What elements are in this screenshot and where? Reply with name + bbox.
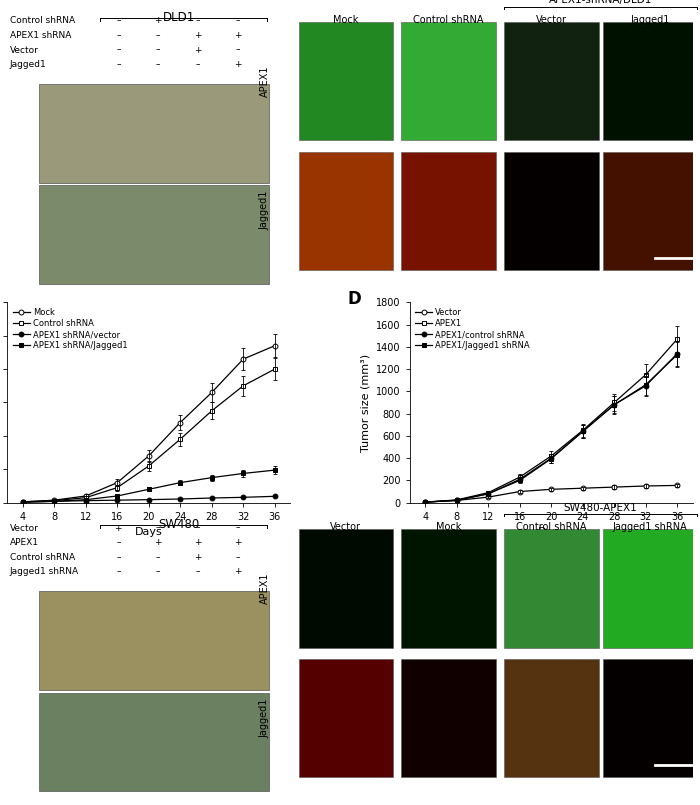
Text: DLD1: DLD1 — [163, 10, 195, 24]
Text: –: – — [156, 31, 160, 40]
Bar — [603, 22, 697, 140]
Bar — [401, 151, 496, 270]
Text: +: + — [194, 553, 202, 562]
Text: –: – — [116, 16, 120, 25]
Bar — [299, 659, 393, 778]
Y-axis label: Tumor size (mm³): Tumor size (mm³) — [360, 353, 370, 452]
Text: Vector: Vector — [536, 15, 567, 25]
Text: Jagged1: Jagged1 — [260, 191, 270, 230]
Text: +: + — [234, 539, 241, 547]
Text: –: – — [235, 523, 240, 533]
Text: +: + — [154, 16, 162, 25]
Text: D: D — [347, 291, 361, 308]
Text: –: – — [156, 553, 160, 562]
Bar — [504, 151, 598, 270]
Bar — [603, 151, 697, 270]
Text: –: – — [235, 16, 240, 25]
Text: Control shRNA: Control shRNA — [10, 553, 75, 562]
Text: Jagged1: Jagged1 — [630, 15, 670, 25]
Legend: Vector, APEX1, APEX1/control shRNA, APEX1/Jagged1 shRNA: Vector, APEX1, APEX1/control shRNA, APEX… — [414, 307, 532, 352]
Text: SW480: SW480 — [159, 518, 200, 531]
Text: –: – — [116, 553, 120, 562]
Bar — [603, 659, 697, 778]
Text: Control shRNA: Control shRNA — [516, 522, 587, 532]
Text: +: + — [194, 31, 202, 40]
Text: +: + — [194, 46, 202, 55]
Bar — [299, 151, 393, 270]
Text: +: + — [234, 60, 241, 69]
Bar — [38, 185, 270, 284]
Bar — [401, 659, 496, 778]
Bar — [38, 693, 270, 791]
Bar — [504, 22, 598, 140]
Text: Jagged1: Jagged1 — [10, 60, 46, 69]
Text: –: – — [235, 553, 240, 562]
X-axis label: Days: Days — [538, 527, 565, 537]
Text: –: – — [156, 46, 160, 55]
Text: APEX1 shRNA: APEX1 shRNA — [10, 31, 71, 40]
Text: –: – — [195, 60, 200, 69]
Bar — [38, 84, 270, 183]
Text: Vector: Vector — [10, 523, 38, 533]
Bar — [401, 22, 496, 140]
Text: –: – — [156, 523, 160, 533]
Text: Control shRNA: Control shRNA — [10, 16, 75, 25]
Text: –: – — [116, 31, 120, 40]
Text: Mock: Mock — [333, 15, 358, 25]
Bar — [299, 530, 393, 648]
X-axis label: Days: Days — [135, 527, 162, 537]
Text: APEX1: APEX1 — [260, 573, 270, 605]
Text: –: – — [235, 46, 240, 55]
Text: SW480-APEX1: SW480-APEX1 — [564, 502, 638, 513]
Text: APEX1-shRNA/DLD1: APEX1-shRNA/DLD1 — [549, 0, 652, 6]
Text: +: + — [115, 523, 122, 533]
Text: Jagged1: Jagged1 — [260, 699, 270, 738]
Text: Mock: Mock — [436, 522, 461, 532]
Text: –: – — [156, 568, 160, 576]
Text: +: + — [234, 568, 241, 576]
Text: –: – — [116, 46, 120, 55]
Text: –: – — [195, 16, 200, 25]
Text: Vector: Vector — [10, 46, 38, 55]
Text: –: – — [116, 568, 120, 576]
Bar — [504, 659, 598, 778]
Bar — [299, 22, 393, 140]
Text: APEX1: APEX1 — [260, 65, 270, 97]
Text: Jagged1 shRNA: Jagged1 shRNA — [10, 568, 79, 576]
Text: Vector: Vector — [330, 522, 361, 532]
Text: APEX1: APEX1 — [10, 539, 38, 547]
Text: Control shRNA: Control shRNA — [413, 15, 484, 25]
Text: +: + — [154, 539, 162, 547]
Text: –: – — [195, 568, 200, 576]
Text: –: – — [156, 60, 160, 69]
Bar — [603, 530, 697, 648]
Text: –: – — [116, 60, 120, 69]
Text: +: + — [194, 539, 202, 547]
Text: Jagged1 shRNA: Jagged1 shRNA — [612, 522, 687, 532]
Legend: Mock, Control shRNA, APEX1 shRNA/vector, APEX1 shRNA/Jagged1: Mock, Control shRNA, APEX1 shRNA/vector,… — [11, 307, 129, 352]
Bar — [401, 530, 496, 648]
Text: –: – — [116, 539, 120, 547]
Text: –: – — [195, 523, 200, 533]
Text: +: + — [234, 31, 241, 40]
Bar — [38, 592, 270, 690]
Bar — [504, 530, 598, 648]
